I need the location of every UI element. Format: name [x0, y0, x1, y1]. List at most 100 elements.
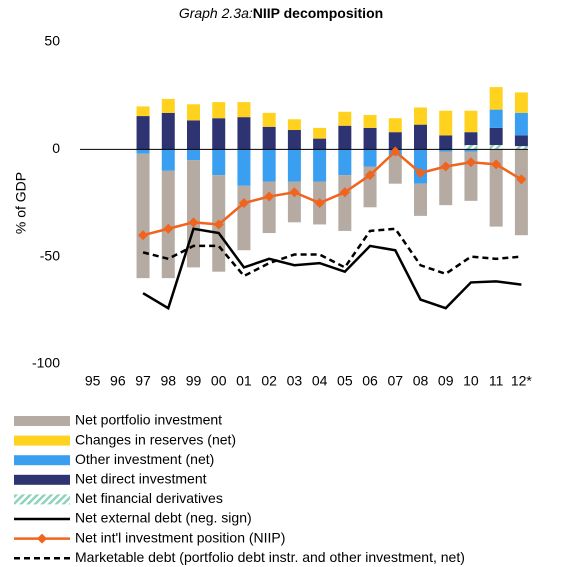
bar	[237, 149, 251, 186]
bar	[414, 107, 427, 125]
y-tick-label: 0	[52, 140, 60, 156]
bar	[464, 132, 478, 146]
x-tick-label: 01	[236, 373, 252, 389]
bar	[161, 149, 175, 171]
legend-label: Net financial derivatives	[75, 490, 223, 506]
bar	[212, 149, 226, 176]
bar	[161, 98, 175, 113]
line-marker	[365, 170, 376, 181]
line-marker	[213, 219, 224, 230]
bar	[287, 130, 301, 150]
x-tick-label: 96	[110, 373, 126, 389]
bar	[338, 149, 352, 176]
x-tick-label: 04	[312, 373, 328, 389]
bar	[262, 149, 276, 182]
bar	[338, 125, 352, 150]
bar	[363, 149, 377, 167]
bar	[464, 149, 478, 152]
legend-label: Net portfolio investment	[75, 412, 222, 428]
x-tick-label: 11	[489, 373, 504, 389]
bar	[388, 155, 402, 184]
bar	[212, 102, 226, 119]
bar	[187, 104, 200, 121]
bar	[464, 145, 478, 150]
bar	[489, 127, 503, 146]
y-tick-label: -100	[32, 355, 60, 371]
x-tick-label: 12*	[511, 373, 533, 389]
bar	[237, 117, 251, 150]
bar	[439, 135, 453, 150]
x-tick-label: 08	[413, 373, 429, 389]
bar	[439, 110, 453, 136]
bar	[187, 120, 200, 150]
legend-label: Net int'l investment position (NIIP)	[75, 529, 285, 545]
line-marker	[516, 174, 527, 185]
legend-swatch	[14, 416, 70, 426]
bar	[388, 132, 402, 150]
title-text: NIIP decomposition	[253, 5, 383, 21]
y-axis-label: % of GDP	[13, 172, 29, 234]
bar	[262, 181, 276, 234]
bar	[287, 149, 301, 182]
legend-swatch	[14, 435, 70, 446]
line-marker	[138, 230, 149, 241]
x-tick-label: 07	[387, 373, 403, 389]
x-tick-label: 99	[186, 373, 202, 389]
x-tick-label: 00	[211, 373, 227, 389]
bar	[514, 149, 528, 236]
x-tick-label: 95	[85, 373, 101, 389]
bar	[313, 127, 327, 139]
bar	[136, 106, 150, 117]
bar	[414, 183, 427, 216]
bar	[464, 110, 478, 133]
bar	[514, 112, 528, 136]
bar	[237, 185, 251, 251]
line-marker	[415, 167, 426, 178]
bar	[439, 149, 453, 152]
chart-title: Graph 2.3a:NIIP decomposition	[179, 5, 383, 21]
line-marker	[440, 161, 451, 172]
legend-label: Net external debt (neg. sign)	[75, 510, 252, 526]
bar	[388, 118, 402, 133]
bar	[262, 126, 276, 150]
x-tick-label: 03	[287, 373, 303, 389]
bar	[338, 175, 352, 231]
bar	[136, 116, 150, 150]
bar	[514, 146, 528, 150]
legend-label: Other investment (net)	[75, 451, 214, 467]
x-tick-label: 05	[337, 373, 353, 389]
bar	[489, 145, 503, 150]
bar	[187, 149, 200, 161]
bar	[287, 119, 301, 131]
line-marker	[188, 217, 199, 228]
bar	[161, 112, 175, 150]
bar	[212, 118, 226, 150]
y-tick-label: 50	[44, 33, 60, 49]
bar	[313, 149, 327, 182]
bar	[414, 149, 427, 184]
x-tick-label: 09	[438, 373, 454, 389]
legend-label: Changes in reserves (net)	[75, 431, 236, 447]
bar	[136, 153, 150, 279]
line-marker	[264, 191, 275, 202]
bar	[489, 87, 503, 110]
bar	[262, 112, 276, 127]
x-tick-label: 06	[362, 373, 378, 389]
legend-label: Net direct investment	[75, 471, 207, 487]
line-marker	[390, 146, 401, 157]
line-marker	[289, 187, 300, 198]
legend-swatch	[14, 494, 70, 505]
bar	[313, 138, 327, 150]
bar	[514, 135, 528, 147]
line-series	[142, 227, 522, 311]
line-marker	[238, 198, 249, 208]
bar	[187, 160, 200, 268]
x-tick-label: 97	[135, 373, 151, 389]
x-tick-label: 02	[261, 373, 277, 389]
legend-marker	[37, 533, 47, 544]
line-series	[142, 149, 523, 237]
legend-swatch	[14, 455, 70, 466]
bar	[237, 102, 251, 118]
